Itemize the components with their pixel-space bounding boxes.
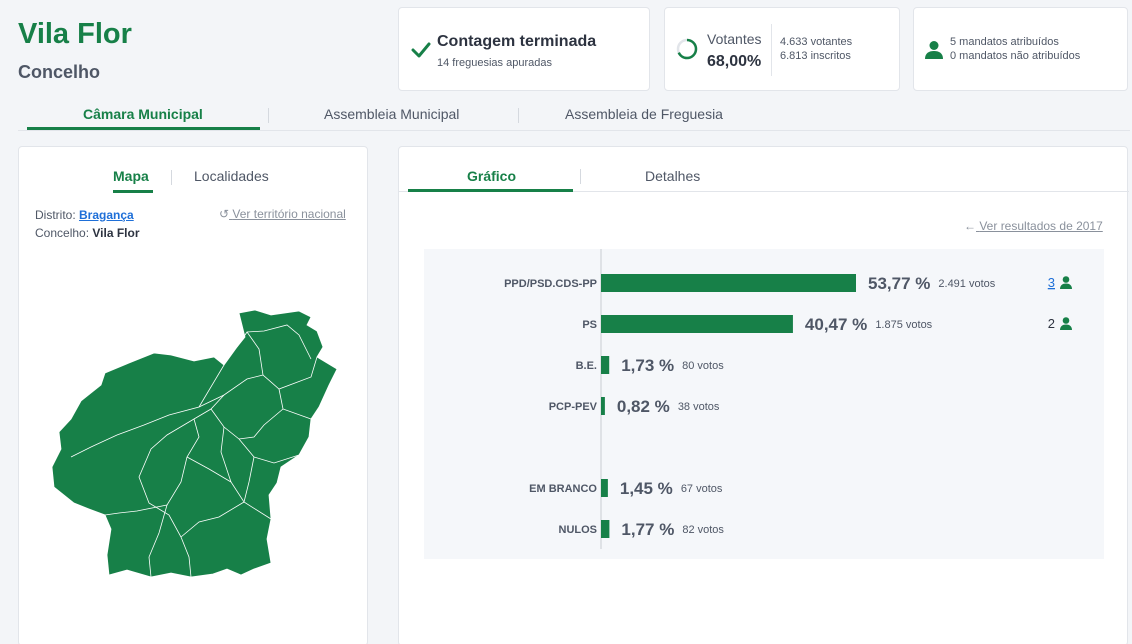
- party-label: NULOS: [559, 524, 598, 536]
- results-tabs: Gráfico Detalhes: [399, 147, 1129, 192]
- tab-divider: [171, 170, 172, 185]
- registered-count: 6.813 inscritos: [780, 50, 851, 62]
- party-mandates: 2: [1048, 316, 1055, 331]
- voters-card: Votantes 68,00% 4.633 votantes 6.813 ins…: [664, 7, 900, 91]
- results-panel: Gráfico Detalhes ← Ver resultados de 201…: [398, 146, 1129, 644]
- party-bar: [601, 274, 856, 292]
- tab-mapa[interactable]: Mapa: [113, 168, 149, 184]
- national-territory-link-label: Ver território nacional: [232, 207, 346, 221]
- council-label: Concelho:: [35, 226, 90, 240]
- turnout-percent: 68,00%: [707, 53, 762, 70]
- tab-detalhes[interactable]: Detalhes: [645, 168, 701, 184]
- council-title: Vila Flor: [18, 18, 132, 50]
- active-tab-indicator: [113, 190, 153, 193]
- map-outline: [51, 309, 338, 578]
- party-bar: [601, 315, 793, 333]
- parish-borders: [70, 324, 318, 578]
- voters-count: 4.633 votantes: [780, 36, 853, 48]
- party-votes: 1.875 votos: [875, 319, 932, 331]
- council-value: Vila Flor: [92, 226, 140, 240]
- mandates-card: 5 mandatos atribuídos 0 mandatos não atr…: [913, 7, 1128, 91]
- previous-results-link-label: Ver resultados de 2017: [979, 219, 1103, 233]
- undo-icon: ↺: [219, 207, 230, 221]
- voters-label: Votantes: [707, 31, 762, 47]
- party-percent: 1,45 %: [620, 479, 673, 498]
- check-icon: [411, 42, 431, 58]
- party-votes: 67 votos: [681, 483, 723, 495]
- tab-divider: [518, 108, 519, 123]
- tab-grafico[interactable]: Gráfico: [467, 168, 517, 184]
- map-panel: Mapa Localidades Distrito: Bragança Conc…: [18, 146, 368, 644]
- progress-ring-icon: [676, 38, 698, 60]
- tab-camara-municipal[interactable]: Câmara Municipal: [83, 106, 203, 122]
- mandates-unassigned: 0 mandatos não atribuídos: [950, 50, 1081, 62]
- party-label: B.E.: [576, 360, 597, 372]
- count-status-card: Contagem terminada 14 freguesias apurada…: [398, 7, 650, 91]
- tab-assembleia-municipal[interactable]: Assembleia Municipal: [324, 106, 460, 122]
- person-icon: [925, 41, 943, 59]
- district-link[interactable]: Bragança: [79, 208, 134, 222]
- mandates-assigned: 5 mandatos atribuídos: [950, 36, 1059, 48]
- voters-divider: [771, 24, 772, 76]
- party-label: PCP-PEV: [549, 401, 598, 413]
- tab-divider: [580, 169, 581, 184]
- party-bar: [601, 356, 610, 374]
- party-votes: 82 votos: [682, 524, 724, 536]
- count-status-sub: 14 freguesias apuradas: [437, 57, 552, 69]
- previous-results-link[interactable]: ← Ver resultados de 2017: [964, 219, 1103, 233]
- party-votes: 38 votos: [678, 401, 720, 413]
- party-label: EM BRANCO: [529, 483, 597, 495]
- party-percent: 1,77 %: [621, 520, 674, 539]
- party-votes: 2.491 votos: [938, 278, 995, 290]
- person-icon: [1060, 276, 1072, 289]
- tab-assembleia-freguesia[interactable]: Assembleia de Freguesia: [565, 106, 723, 122]
- party-bar: [601, 520, 610, 538]
- national-territory-link[interactable]: ↺ Ver território nacional: [219, 207, 346, 221]
- party-bar: [601, 479, 608, 497]
- active-tab-indicator: [27, 127, 260, 130]
- district-info: Distrito: Bragança: [35, 208, 134, 222]
- party-votes: 80 votos: [682, 360, 724, 372]
- district-label: Distrito:: [35, 208, 76, 222]
- election-tabs: Câmara Municipal Assembleia Municipal As…: [18, 101, 1130, 131]
- party-percent: 1,73 %: [621, 356, 674, 375]
- party-label: PS: [582, 319, 597, 331]
- person-icon: [1060, 317, 1072, 330]
- tab-divider: [268, 108, 269, 123]
- party-percent: 40,47 %: [805, 315, 867, 334]
- council-subtitle: Concelho: [18, 62, 101, 82]
- tab-localidades[interactable]: Localidades: [194, 168, 269, 184]
- active-tab-indicator: [408, 189, 573, 192]
- party-label: PPD/PSD.CDS-PP: [504, 278, 597, 290]
- party-bar: [601, 397, 605, 415]
- results-bar-chart: PPD/PSD.CDS-PP 53,77 % 2.491 votos 3 PS 40,47…: [504, 249, 1072, 549]
- council-map[interactable]: [49, 307, 339, 582]
- council-info: Concelho: Vila Flor: [35, 226, 140, 240]
- arrow-left-icon: ←: [964, 219, 976, 233]
- party-mandates[interactable]: 3: [1048, 275, 1055, 290]
- party-percent: 0,82 %: [617, 397, 670, 416]
- party-percent: 53,77 %: [868, 274, 930, 293]
- count-status-title: Contagem terminada: [437, 33, 597, 50]
- results-chart-area: PPD/PSD.CDS-PP 53,77 % 2.491 votos 3 PS 40,47…: [424, 249, 1104, 559]
